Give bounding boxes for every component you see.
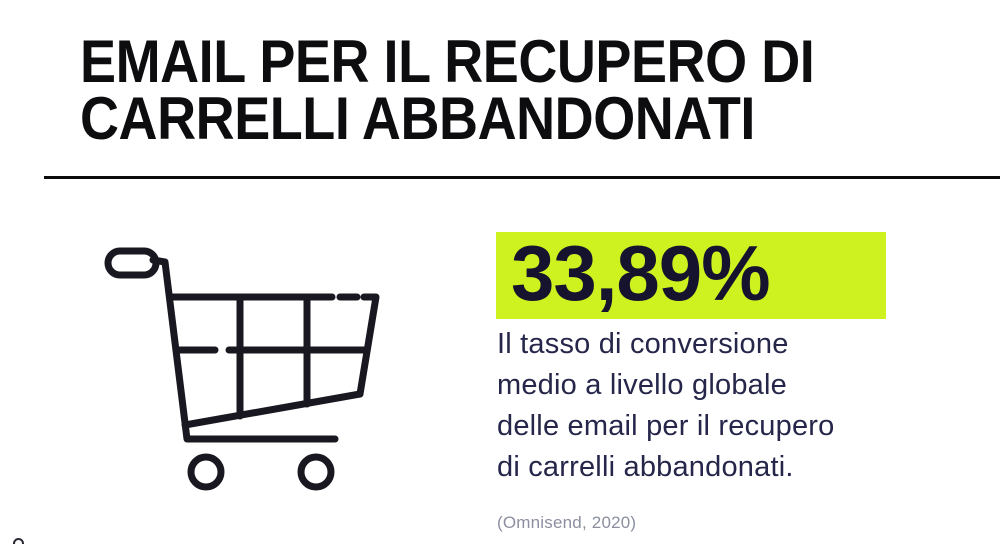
clipped-circle-glyph [13,538,24,544]
stat-description-line: medio a livello globale [497,369,787,401]
title-divider [44,176,1000,179]
page-title-line-1: EMAIL PER IL RECUPERO DI [80,28,815,95]
stat-source: (Omnisend, 2020) [497,513,637,532]
page-title: EMAIL PER IL RECUPERO DI CARRELLI ABBAND… [80,28,815,152]
stat-highlight: 33,89% [496,229,886,319]
stat-description: Il tasso di conversione medio a livello … [497,324,834,488]
stat-value: 33,89% [511,229,771,317]
stat-description-line: delle email per il recupero [497,410,835,442]
shopping-cart-icon [104,247,380,491]
stat-description-line: di carrelli abbandonati. [497,451,794,483]
stat-description-line: Il tasso di conversione [497,328,789,360]
page-title-line-2: CARRELLI ABBANDONATI [80,85,755,152]
